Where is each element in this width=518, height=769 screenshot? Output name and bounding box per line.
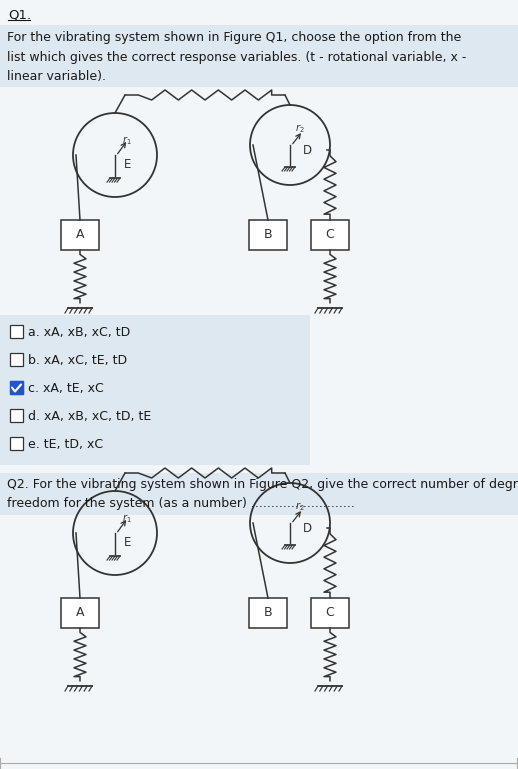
Text: For the vibrating system shown in Figure Q1, choose the option from the: For the vibrating system shown in Figure… xyxy=(7,31,461,44)
FancyBboxPatch shape xyxy=(0,315,310,465)
Text: Q2. For the vibrating system shown in Figure Q2, give the correct number of degr: Q2. For the vibrating system shown in Fi… xyxy=(7,478,518,491)
Text: B: B xyxy=(264,607,272,620)
Text: E: E xyxy=(124,535,132,548)
Text: $r_1$: $r_1$ xyxy=(122,134,132,147)
FancyBboxPatch shape xyxy=(0,473,518,515)
Text: a. xA, xB, xC, tD: a. xA, xB, xC, tD xyxy=(28,326,130,339)
FancyBboxPatch shape xyxy=(10,381,23,394)
Text: E: E xyxy=(124,158,132,171)
FancyBboxPatch shape xyxy=(10,353,23,366)
FancyBboxPatch shape xyxy=(249,220,287,250)
FancyBboxPatch shape xyxy=(61,220,99,250)
Text: A: A xyxy=(76,228,84,241)
FancyBboxPatch shape xyxy=(61,598,99,628)
Text: linear variable).: linear variable). xyxy=(7,70,106,83)
Text: e. tE, tD, xC: e. tE, tD, xC xyxy=(28,438,103,451)
Text: d. xA, xB, xC, tD, tE: d. xA, xB, xC, tD, tE xyxy=(28,410,151,423)
Text: C: C xyxy=(326,228,335,241)
Text: freedom for the system (as a number) ..........................: freedom for the system (as a number) ...… xyxy=(7,497,355,510)
Text: $r_2$: $r_2$ xyxy=(295,122,305,135)
FancyBboxPatch shape xyxy=(0,25,518,87)
Text: D: D xyxy=(303,521,311,534)
Text: list which gives the correct response variables. (t - rotational variable, x -: list which gives the correct response va… xyxy=(7,51,466,64)
Text: C: C xyxy=(326,607,335,620)
FancyBboxPatch shape xyxy=(10,437,23,450)
FancyBboxPatch shape xyxy=(311,598,349,628)
Text: c. xA, tE, xC: c. xA, tE, xC xyxy=(28,382,104,395)
Text: A: A xyxy=(76,607,84,620)
Text: Q1.: Q1. xyxy=(8,8,31,21)
FancyBboxPatch shape xyxy=(311,220,349,250)
Text: b. xA, xC, tE, tD: b. xA, xC, tE, tD xyxy=(28,354,127,367)
FancyBboxPatch shape xyxy=(10,325,23,338)
FancyBboxPatch shape xyxy=(10,381,23,394)
Text: $r_2$: $r_2$ xyxy=(295,500,305,513)
FancyBboxPatch shape xyxy=(249,598,287,628)
Text: $r_1$: $r_1$ xyxy=(122,512,132,524)
Text: D: D xyxy=(303,144,311,157)
FancyBboxPatch shape xyxy=(10,409,23,422)
Text: B: B xyxy=(264,228,272,241)
